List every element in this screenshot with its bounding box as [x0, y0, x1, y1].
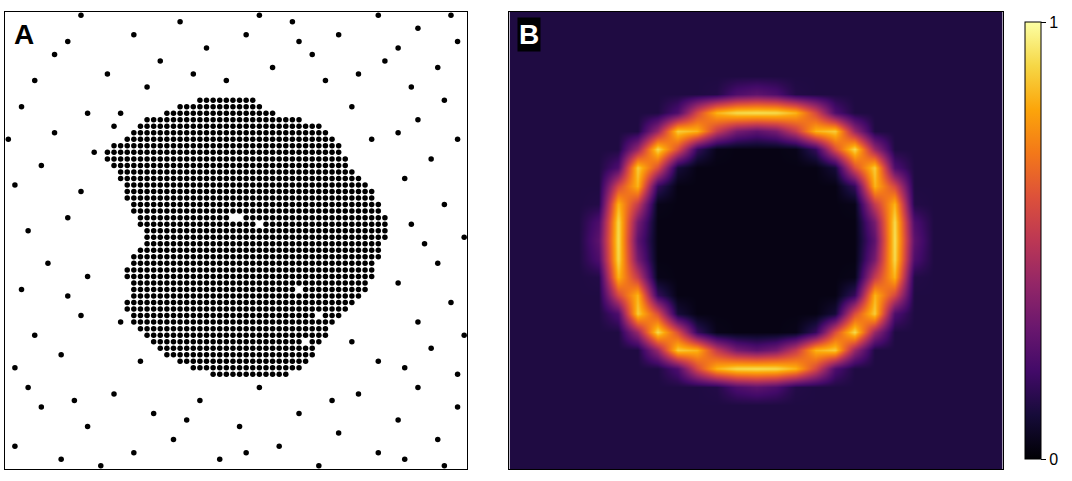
svg-text:A: A: [14, 19, 34, 50]
svg-text:1: 1: [1049, 14, 1058, 31]
svg-text:0: 0: [1049, 451, 1058, 468]
svg-text:B: B: [519, 19, 539, 50]
